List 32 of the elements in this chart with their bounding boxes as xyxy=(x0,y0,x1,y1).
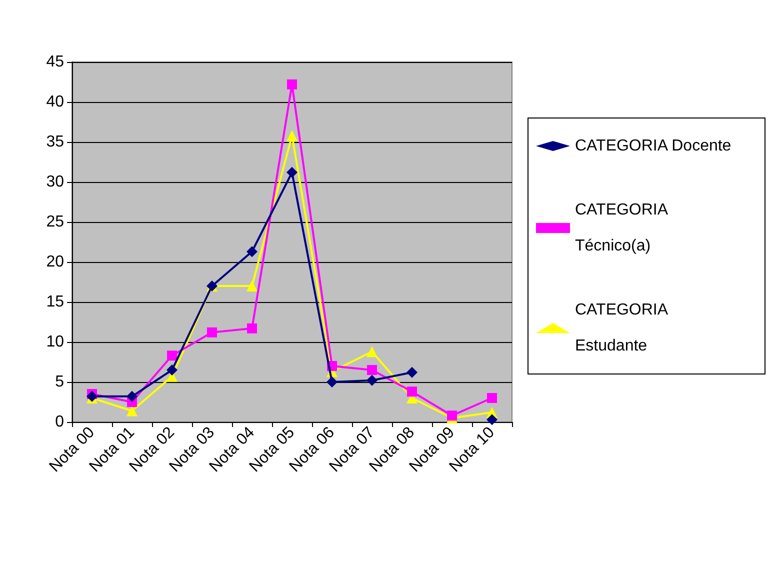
point xyxy=(126,390,138,402)
y-tick-label: 20 xyxy=(46,254,64,270)
y-tick-label: 0 xyxy=(55,414,64,430)
point xyxy=(246,280,258,292)
y-tick-label: 25 xyxy=(46,214,64,230)
point xyxy=(366,346,378,358)
legend-label: CATEGORIA Docente xyxy=(575,138,732,154)
point xyxy=(286,166,298,178)
point xyxy=(246,246,258,258)
y-tick-label: 15 xyxy=(46,294,64,310)
y-tick-label: 35 xyxy=(46,134,64,150)
point xyxy=(247,323,257,334)
point xyxy=(286,130,298,142)
point xyxy=(366,374,378,386)
point xyxy=(407,386,417,397)
point xyxy=(166,364,178,376)
y-tick-label: 10 xyxy=(46,334,64,350)
point xyxy=(487,393,497,403)
y-tick-label: 40 xyxy=(46,94,64,110)
point xyxy=(167,350,177,361)
point xyxy=(447,410,457,421)
y-tick-label: 45 xyxy=(46,54,64,70)
y-tick-label: 30 xyxy=(46,174,64,190)
point xyxy=(326,376,338,388)
point xyxy=(486,414,498,426)
point xyxy=(287,79,297,90)
point xyxy=(406,366,418,378)
legend-label: CATEGORIA Estudante xyxy=(575,302,672,354)
y-tick-label: 5 xyxy=(55,374,64,390)
point xyxy=(367,365,377,375)
point xyxy=(207,327,217,338)
legend-label: CATEGORIA Técnico(a) xyxy=(575,202,672,254)
